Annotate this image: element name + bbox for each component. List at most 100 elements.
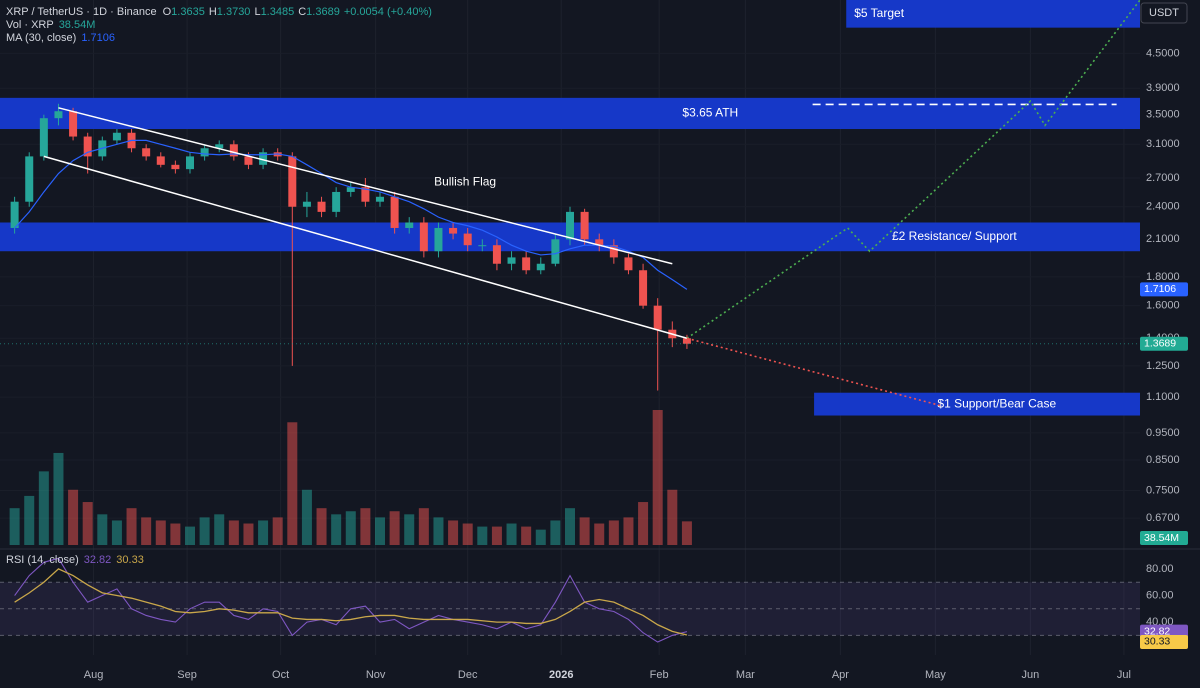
candle-body [595,239,604,246]
currency: USDT [1149,7,1179,19]
candle-body [419,222,428,252]
volume-bar [24,495,35,545]
volume-bar [9,508,20,545]
candle-body [302,201,311,207]
rsi-ma-value: 30.33 [116,554,144,566]
volume-bar [170,523,181,545]
x-tick-label: Feb [650,669,669,681]
candle-body [361,187,370,202]
ma-name: MA (30, close) [6,32,76,44]
ma-legend: MA (30, close) 1.7106 [6,32,115,44]
rsi-value: 32.82 [84,554,112,566]
y-tick-label: 2.4000 [1146,201,1180,213]
candle-body [463,233,472,246]
volume-bar [272,517,283,545]
zone-label: $5 Target [854,6,904,20]
volume-bar [638,502,649,545]
y-tick-label: 0.7500 [1146,484,1180,496]
candle-body [288,156,297,207]
x-tick-label: 2026 [549,669,573,681]
x-tick-label: Mar [736,669,755,681]
volume-bar [141,517,152,545]
rsi-tick-label: 80.00 [1146,563,1174,575]
volume-bar [623,517,634,545]
volume-bar [126,508,137,545]
y-tick-label: 0.6700 [1146,512,1180,524]
volume-bar [316,508,327,545]
volume-label-box [1140,531,1188,545]
last-price-label-box [1140,336,1188,351]
volume-name: Vol · XRP [6,19,54,31]
candle-body [346,187,355,192]
header-legend: XRP / TetherUS · 1D · Binance O1.3635 H1.3… [6,6,432,18]
y-tick-label: 3.5000 [1146,109,1180,121]
rsi-ma-value-label-box [1140,634,1188,649]
rsi-ma-line [14,568,688,636]
volume-bar [550,520,561,545]
candle-body [317,201,326,212]
candle-body [229,144,238,157]
candle-body [507,257,516,264]
volume-bar [667,489,678,545]
volume-bar [68,489,79,545]
candle-body [83,136,92,157]
ohlc-key: H [209,6,217,18]
volume-bar [477,526,488,545]
candle-body [653,305,662,330]
candle-body [10,201,19,228]
rsi-ma-value-label: 30.33 [1144,636,1170,648]
volume-bar [433,517,444,545]
ohlc-key: O [163,6,172,18]
volume-bar [521,526,532,545]
zone-label: $1 Support/Bear Case [937,396,1056,410]
volume-bar [82,502,93,545]
zone [0,97,1140,130]
x-tick-label: Nov [366,669,386,681]
ma-value: 1.7106 [81,32,115,44]
candle-body [624,257,633,271]
candle-body [536,263,545,271]
rsi-line [14,557,688,643]
x-tick-label: Jun [1022,669,1040,681]
candle-body [259,152,268,165]
candle-body [492,245,501,264]
volume-bar [53,452,64,545]
candle-body [566,211,574,240]
y-tick-label: 0.8500 [1146,454,1180,466]
candle-body [609,245,618,258]
volume-bar [38,471,49,545]
y-tick-label: 1.1000 [1146,391,1180,403]
moving-average [14,139,688,290]
volume-bar [331,514,342,545]
x-tick-label: Sep [177,669,197,681]
candle-body [39,118,48,157]
ma-price-label-box [1140,282,1188,297]
candle-body [390,196,399,228]
volume-value: 38.54M [59,19,96,31]
candle-body [405,222,414,228]
candle-body [580,211,589,240]
zone-label: $3.65 ATH [682,106,738,120]
candle-body [449,227,458,234]
volume-bar [258,520,269,545]
y-tick-label: 3.9000 [1146,82,1180,94]
x-tick-label: Dec [458,669,478,681]
rsi-legend: RSI (14, close) 32.82 30.33 [6,554,144,566]
volume-bar [97,514,108,545]
ohlc-value: 1.3635 [171,6,205,18]
ohlc-value: 1.3485 [261,6,295,18]
x-tick-label: May [925,669,946,681]
volume-bar [448,520,459,545]
volume-bar [345,511,356,545]
rsi-tick-label: 60.00 [1146,589,1174,601]
volume-bar [155,520,166,545]
candle-body [200,148,209,157]
zone [846,0,1140,28]
currency-box [1140,2,1188,24]
volume-bar [608,520,619,545]
candle-body [142,148,151,157]
candle-body [434,227,443,252]
volume-bar [681,521,692,545]
ohlc-value: 1.3730 [217,6,251,18]
zone-label: £2 Resistance/ Support [892,229,1017,243]
